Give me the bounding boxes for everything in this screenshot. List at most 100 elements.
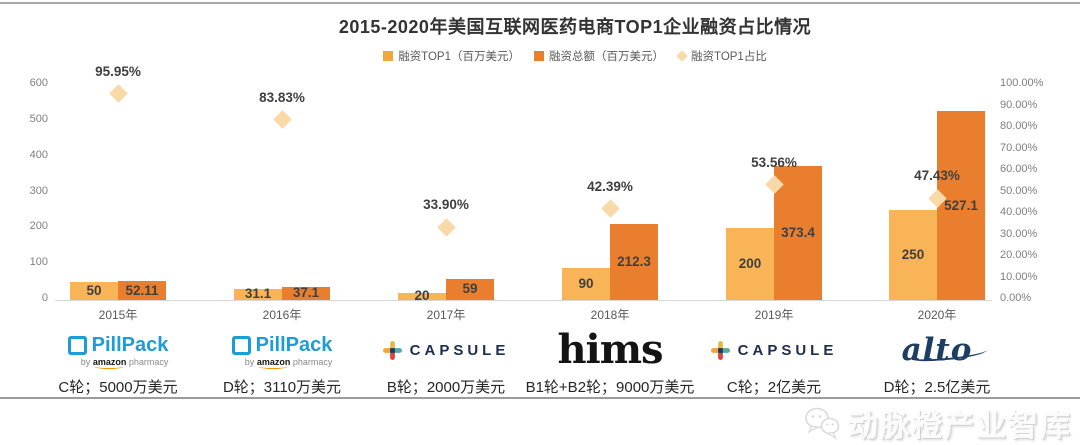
ratio-percent-label: 42.39% — [587, 178, 633, 194]
legend-label: 融资TOP1（百万美元） — [398, 51, 520, 63]
funding-round-label: D轮；2.5亿美元 — [883, 379, 991, 396]
secondary-y-axis-tick-label: 80.00% — [1000, 120, 1038, 132]
total-bar — [118, 281, 166, 300]
top1-bar — [398, 292, 446, 300]
funding-round-label: B1轮+B2轮；9000万美元 — [525, 379, 695, 396]
top-divider-line — [0, 2, 1080, 4]
secondary-y-axis-tick-label: 90.00% — [1000, 98, 1038, 111]
x-axis-category-label: 2018年 — [590, 308, 630, 322]
y-axis-tick-label: 300 — [29, 184, 48, 197]
total-bar — [446, 278, 494, 300]
company-block-pillpack: PillPack by amazon pharmacy D轮；3110万美元 — [177, 327, 387, 397]
company-block-pillpack: PillPack by amazon pharmacy C轮；5000万美元 — [13, 327, 223, 397]
legend-square-icon — [534, 51, 544, 61]
bottom-divider-line — [0, 397, 1080, 399]
pillpack-logo-subtext: by amazon pharmacy — [244, 356, 333, 367]
legend-item-total: 融资总额（百万美元） — [534, 48, 664, 64]
ratio-percent-label: 83.83% — [259, 89, 305, 105]
company-block-capsule: CAPSULE B轮；2000万美元 — [341, 327, 551, 397]
total-bar — [774, 166, 822, 300]
total-bar — [937, 111, 985, 300]
total-value-label: 527.1 — [944, 197, 978, 213]
y-axis-tick-label: 600 — [29, 77, 48, 89]
secondary-y-axis-tick-label: 0.00% — [1000, 292, 1032, 304]
alto-logo: alto — [901, 332, 987, 368]
total-value-label: 59 — [462, 281, 478, 297]
ratio-diamond-marker — [436, 217, 456, 237]
legend-item-ratio: 融资TOP1占比 — [676, 48, 767, 64]
chart-legend: 融资TOP1（百万美元） 融资总额（百万美元） 融资TOP1占比 — [70, 48, 1080, 64]
company-logo-area: PillPack by amazon pharmacy — [13, 327, 223, 373]
pillpack-logo-text: PillPack — [255, 333, 333, 356]
legend-square-icon — [383, 51, 394, 61]
capsule-plus-icon — [382, 340, 402, 360]
top1-value-label: 90 — [578, 275, 594, 291]
company-block-hims: hims B1轮+B2轮；9000万美元 — [505, 327, 715, 397]
secondary-y-axis-tick-label: 60.00% — [1000, 163, 1038, 175]
pillpack-logo: PillPack by amazon pharmacy — [67, 334, 169, 367]
top1-bar — [726, 228, 774, 300]
ratio-diamond-marker — [272, 110, 292, 129]
x-axis-category-label: 2016年 — [262, 308, 302, 322]
legend-label: 融资TOP1占比 — [691, 51, 767, 63]
company-logo-area: hims — [505, 327, 715, 373]
pillpack-logo: PillPack by amazon pharmacy — [231, 333, 333, 367]
company-logo-area: CAPSULE — [341, 327, 551, 373]
ratio-percent-label: 33.90% — [423, 197, 469, 213]
pillpack-box-icon — [231, 335, 251, 355]
secondary-y-axis-tick-label: 30.00% — [1000, 227, 1038, 240]
company-block-alto: alto D轮；2.5亿美元 — [832, 327, 1042, 397]
ratio-diamond-marker — [108, 84, 128, 103]
total-value-label: 52.11 — [125, 282, 159, 298]
total-value-label: 212.3 — [617, 253, 651, 269]
funding-round-label: D轮；3110万美元 — [222, 379, 342, 396]
secondary-y-axis-tick-label: 40.00% — [1000, 206, 1038, 218]
ratio-percent-label: 53.56% — [751, 154, 797, 170]
hims-logo: hims — [557, 326, 663, 373]
x-axis-category-label: 2015年 — [98, 308, 138, 322]
pillpack-logo-subtext: by amazon pharmacy — [80, 356, 169, 367]
company-logo-area: CAPSULE — [669, 327, 879, 373]
watermark-text: 动脉橙产业智库 — [848, 410, 1072, 443]
top1-bar — [70, 282, 118, 300]
alto-logo-text: alto — [901, 332, 973, 368]
y-axis-tick-label: 0 — [41, 292, 48, 304]
total-value-label: 37.1 — [292, 285, 320, 301]
company-logo-area: PillPack by amazon pharmacy — [177, 327, 387, 373]
top1-bar — [234, 288, 282, 300]
y-axis-tick-label: 100 — [29, 256, 48, 269]
capsule-logo: CAPSULE — [382, 340, 510, 360]
top1-value-label: 200 — [738, 256, 762, 272]
legend-item-top1: 融资TOP1（百万美元） — [383, 48, 520, 64]
ratio-diamond-marker — [600, 199, 620, 219]
chart-title: 2015-2020年美国互联网医药电商TOP1企业融资占比情况 — [338, 17, 812, 37]
secondary-y-axis-tick-label: 50.00% — [1000, 184, 1038, 197]
capsule-logo-text: CAPSULE — [737, 341, 838, 359]
watermark: 动脉橙产业智库 — [802, 401, 1072, 445]
funding-round-label: B轮；2000万美元 — [386, 379, 506, 396]
ratio-percent-label: 47.43% — [914, 168, 960, 184]
total-value-label: 373.4 — [781, 225, 815, 241]
funding-round-label: C轮；2亿美元 — [726, 379, 822, 396]
capsule-logo: CAPSULE — [710, 340, 838, 360]
total-bar — [282, 286, 330, 300]
top1-value-label: 20 — [414, 288, 430, 304]
funding-round-label: C轮；5000万美元 — [58, 379, 178, 396]
top1-bar — [562, 267, 610, 300]
secondary-y-axis-tick-label: 70.00% — [1000, 141, 1038, 154]
legend-label: 融资总额（百万美元） — [549, 51, 664, 63]
y-axis-tick-label: 400 — [29, 148, 48, 161]
top1-value-label: 250 — [901, 247, 925, 263]
y-axis-tick-label: 200 — [29, 220, 48, 233]
top1-bar — [889, 210, 937, 300]
ratio-percent-label: 95.95% — [95, 63, 141, 79]
secondary-y-axis-tick-label: 10.00% — [1000, 270, 1038, 283]
x-axis-category-label: 2020年 — [917, 308, 957, 322]
secondary-y-axis-tick-label: 20.00% — [1000, 249, 1038, 261]
y-axis-tick-label: 500 — [29, 112, 48, 125]
company-logo-area: alto — [832, 327, 1042, 373]
company-block-capsule: CAPSULE C轮；2亿美元 — [669, 327, 879, 397]
capsule-logo-text: CAPSULE — [409, 341, 510, 359]
x-axis-line — [55, 300, 992, 301]
total-bar — [610, 223, 658, 300]
